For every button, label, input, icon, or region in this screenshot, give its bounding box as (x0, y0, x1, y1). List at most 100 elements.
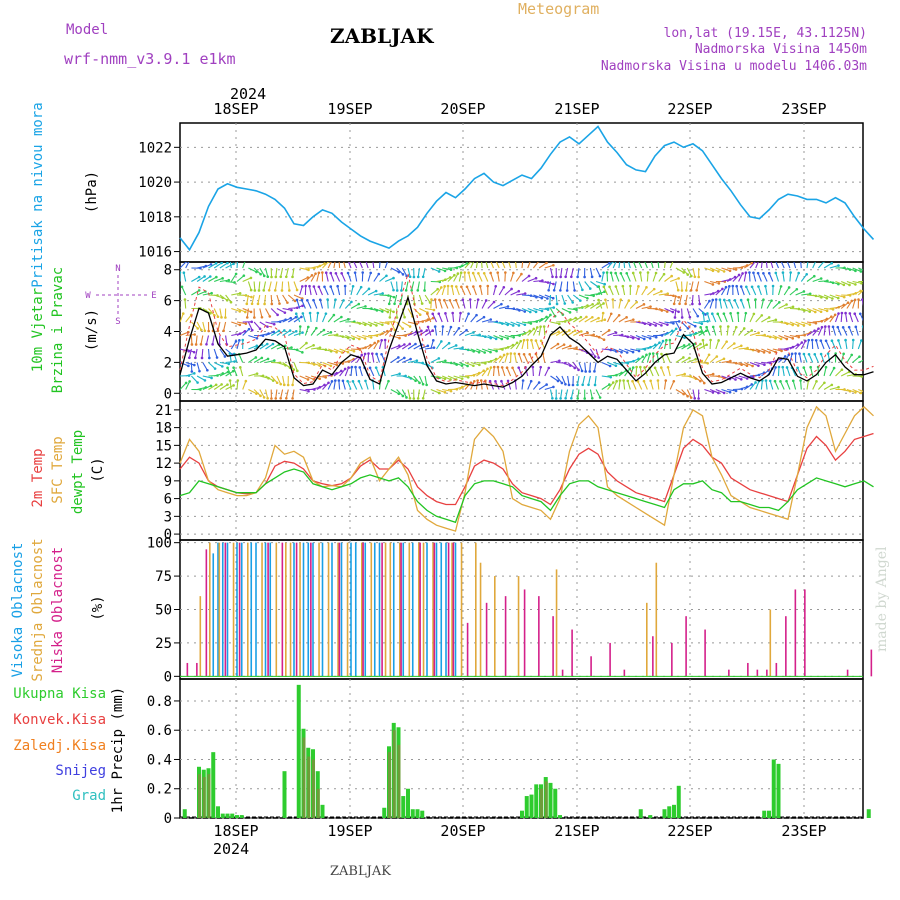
wind-arrow (191, 321, 199, 329)
wind-arrow-head (492, 365, 496, 369)
wind-arrow (726, 326, 729, 336)
wind-arrow-head (467, 312, 470, 316)
wind-arrow (623, 262, 626, 269)
wind-arrow (355, 367, 358, 377)
wind-arrow (858, 267, 863, 271)
wind-arrow-head (426, 312, 429, 315)
wind-arrow-head (317, 271, 321, 275)
wind-arrow-head (643, 258, 646, 261)
wind-arrow (338, 380, 341, 390)
wind-arrow (743, 313, 747, 323)
wind-arrow-head (437, 357, 441, 360)
wind-arrow (356, 286, 362, 296)
wind-arrow-head (621, 284, 625, 288)
wind-arrow-head (484, 299, 488, 302)
wind-arrow-head (690, 274, 693, 278)
wind-arrow-head (715, 355, 719, 358)
wind-arrow (706, 326, 711, 336)
wind-arrow-head (865, 392, 868, 395)
wind-arrow (367, 290, 377, 296)
wind-arrow-head (528, 352, 532, 356)
wind-arrow-head (381, 292, 384, 295)
wind-arrow-head (265, 342, 269, 346)
wind-arrow-head (626, 379, 630, 383)
wind-arrow (664, 321, 674, 324)
wind-arrow (745, 286, 751, 296)
wind-arrow (675, 344, 685, 350)
wind-arrow-head (337, 379, 341, 382)
wind-arrow (584, 316, 593, 323)
wind-arrow (333, 380, 336, 390)
wind-arrow-head (774, 258, 777, 261)
wind-arrow-head (502, 353, 506, 357)
wind-arrow (282, 346, 292, 350)
wind-arrow (236, 380, 239, 390)
wind-arrow-head (392, 276, 395, 280)
total-precip-bar (676, 785, 681, 818)
wind-arrow (549, 267, 554, 277)
wind-arrow (263, 281, 267, 291)
wind-arrow-head (403, 315, 406, 319)
top-date-label: 21SEP (554, 100, 599, 118)
wind-arrow-head (773, 379, 777, 383)
wind-arrow-head (677, 310, 680, 314)
wind-arrow (567, 317, 576, 323)
wind-arrow-head (369, 271, 373, 275)
wind-arrow-head (461, 298, 465, 302)
wind-arrow-head (729, 359, 732, 363)
wind-arrow-head (682, 392, 685, 396)
wind-arrow-head (631, 271, 635, 275)
wind-arrow-head (820, 325, 824, 329)
y-tick-label: 3 (164, 509, 172, 525)
wind-arrow-head (301, 351, 304, 354)
wind-arrow-head (272, 322, 276, 326)
wind-arrow (350, 348, 361, 351)
wind-arrow-head (294, 312, 298, 315)
wind-arrow-head (433, 325, 437, 328)
wind-arrow-head (837, 264, 840, 267)
wind-arrow-head (449, 378, 452, 381)
wind-arrow-head (576, 383, 579, 387)
wind-arrow-head (432, 346, 436, 349)
y-tick-label: 2 (164, 355, 172, 371)
wind-arrow (390, 389, 400, 395)
wind-arrow (341, 273, 346, 282)
wind-arrow-head (412, 397, 416, 400)
wind-arrow-head (306, 378, 310, 381)
wind-arrow (647, 344, 656, 350)
y-tick-labels: 1016101810201022024680369121518210255075… (138, 140, 172, 827)
total-precip-bar (230, 813, 235, 818)
wind-arrow-head (225, 298, 229, 302)
wind-arrow (650, 262, 654, 269)
wind-arrow-head (528, 310, 532, 314)
wind-arrow (601, 262, 610, 269)
wind-arrow (709, 280, 720, 284)
wind-arrow-head (432, 308, 436, 312)
wind-arrow (812, 278, 822, 283)
wind-arrow (783, 287, 790, 296)
wind-arrow (422, 389, 426, 399)
wind-arrow-head (380, 310, 384, 313)
wind-arrow (390, 373, 400, 377)
wind-arrow (732, 361, 742, 366)
wind-arrow (442, 388, 452, 392)
wind-arrow-head (203, 329, 207, 333)
wind-arrow-head (706, 320, 709, 323)
wind-arrow (721, 278, 731, 283)
wind-arrow (630, 348, 640, 352)
wind-arrow (515, 340, 522, 350)
wind-arrow (527, 277, 537, 283)
wind-arrow (533, 294, 543, 299)
wind-arrow-head (877, 390, 880, 393)
wind-arrow (202, 321, 206, 331)
wind-arrow-head (506, 352, 509, 356)
wind-arrow (504, 334, 514, 338)
wind-arrow (438, 313, 443, 323)
wind-arrow (698, 294, 701, 305)
wind-arrow-head (693, 397, 697, 400)
wind-arrow-head (208, 275, 212, 278)
wind-arrow (823, 326, 826, 336)
wind-arrow (624, 300, 630, 309)
wind-arrow (396, 321, 404, 329)
wind-arrow (573, 330, 582, 336)
